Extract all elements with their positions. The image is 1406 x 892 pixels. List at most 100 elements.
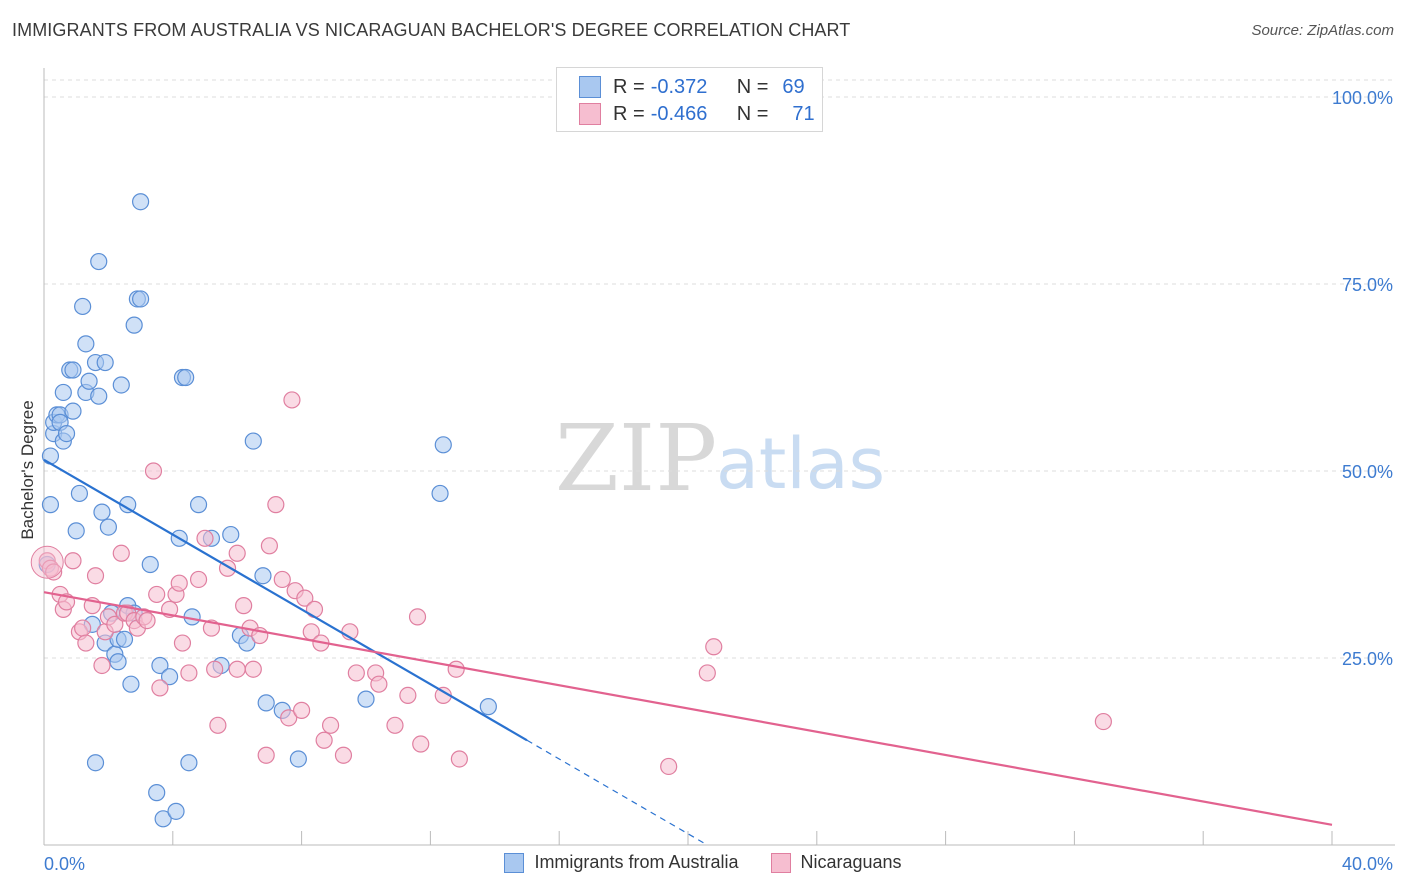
nicaraguan-point bbox=[144, 462, 163, 480]
nicaraguan-point bbox=[151, 679, 169, 697]
y-tick-label: 25.0% bbox=[1342, 649, 1393, 669]
australia-point bbox=[177, 368, 195, 387]
stats-legend: R = -0.372 N = 69 R = -0.466 N = 71 bbox=[556, 67, 823, 132]
nicaraguan-point bbox=[321, 716, 340, 734]
nicaraguan-point bbox=[315, 731, 333, 749]
nicaraguan-point bbox=[206, 660, 224, 678]
australia-point bbox=[67, 522, 85, 540]
x-tick-label: 40.0% bbox=[1342, 854, 1393, 874]
nicaraguan-point bbox=[399, 686, 417, 705]
australia-point bbox=[151, 656, 169, 675]
legend-swatch-blue bbox=[579, 76, 601, 98]
australia-point bbox=[122, 675, 140, 693]
legend-r-label: R = bbox=[613, 75, 645, 98]
watermark-zip: ZIP bbox=[555, 405, 717, 512]
x-tick-label: 0.0% bbox=[44, 854, 85, 874]
nicaraguan-point-large bbox=[30, 545, 64, 579]
australia-point bbox=[57, 425, 76, 443]
legend-n-label: N = bbox=[736, 102, 769, 125]
legend-item-australia: Immigrants from Australia bbox=[504, 852, 739, 873]
australia-point bbox=[93, 503, 111, 521]
y-tick-label: 75.0% bbox=[1342, 275, 1393, 295]
nicaraguan-point bbox=[235, 597, 253, 615]
nicaraguan-point bbox=[273, 570, 291, 589]
tick-labels: 25.0% 50.0% 75.0% 100.0% 0.0% 40.0% bbox=[44, 88, 1393, 874]
nicaraguan-point bbox=[244, 660, 262, 678]
nicaraguan-point bbox=[170, 574, 188, 592]
nicaraguan-point bbox=[196, 529, 214, 547]
australia-point bbox=[41, 447, 60, 465]
nicaraguan-point bbox=[698, 664, 716, 682]
australia-point bbox=[167, 802, 185, 820]
nicaraguan-point bbox=[257, 746, 275, 764]
nicaraguan-point bbox=[305, 600, 324, 618]
legend-swatch-blue bbox=[504, 852, 525, 873]
legend-item-nicaraguans: Nicaraguans bbox=[770, 852, 902, 873]
nicaraguan-point bbox=[370, 675, 388, 693]
legend-n-label: N = bbox=[736, 75, 769, 98]
nicaraguan-point bbox=[660, 757, 678, 776]
nicaraguan-point bbox=[705, 638, 723, 656]
chart-title: IMMIGRANTS FROM AUSTRALIA VS NICARAGUAN … bbox=[12, 20, 851, 40]
australia-point bbox=[257, 694, 275, 712]
australia-point bbox=[434, 436, 452, 454]
australia-point bbox=[141, 555, 159, 574]
legend-swatch-pink bbox=[770, 852, 791, 873]
nicaraguan-point bbox=[280, 709, 298, 727]
nicaraguan-point bbox=[189, 570, 208, 589]
grid-lines bbox=[44, 79, 1395, 659]
legend-swatch-pink bbox=[579, 103, 601, 125]
nicaraguan-point bbox=[450, 750, 468, 768]
australia-point bbox=[90, 252, 108, 271]
nicaraguan-point bbox=[180, 664, 198, 682]
nicaraguan-point bbox=[74, 619, 92, 637]
nicaraguan-point bbox=[296, 589, 314, 607]
nicaraguan-point bbox=[386, 716, 404, 734]
nicaraguan-point bbox=[45, 563, 63, 581]
y-tick-label: 100.0% bbox=[1332, 88, 1393, 108]
australia-point bbox=[132, 193, 150, 211]
nicaraguan-point bbox=[228, 544, 246, 562]
legend-label-australia: Immigrants from Australia bbox=[534, 852, 739, 872]
australia-point bbox=[64, 402, 82, 420]
australia-trend-line bbox=[43, 458, 528, 742]
australia-point bbox=[54, 383, 72, 402]
australia-point bbox=[222, 525, 240, 544]
trend-lines bbox=[43, 458, 1333, 844]
nicaraguan-point bbox=[173, 634, 192, 652]
australia-point bbox=[64, 361, 82, 379]
australia-point bbox=[357, 690, 375, 708]
nicaraguan-point bbox=[77, 634, 95, 652]
zipatlas-watermark: ZIP atlas bbox=[555, 405, 885, 512]
nicaraguan-point bbox=[209, 716, 227, 734]
nicaraguan-point bbox=[283, 391, 301, 409]
nicaraguan-point bbox=[293, 701, 311, 719]
nicaraguan-point bbox=[86, 567, 105, 585]
nicaraguan-point bbox=[408, 608, 427, 626]
nicaraguan-point bbox=[106, 615, 124, 633]
australia-point bbox=[96, 353, 114, 372]
australia-point bbox=[77, 335, 95, 353]
nicaraguan-point bbox=[260, 537, 278, 555]
legend-n-value: 69 bbox=[782, 75, 805, 98]
australia-point bbox=[160, 668, 179, 686]
australia-point bbox=[109, 653, 127, 671]
australia-point bbox=[244, 432, 262, 450]
watermark-atlas: atlas bbox=[716, 423, 885, 505]
nicaraguan-point bbox=[93, 656, 111, 675]
australia-point bbox=[80, 372, 98, 390]
australia-point bbox=[99, 518, 118, 536]
australia-point bbox=[180, 754, 198, 772]
nicaraguan-point bbox=[112, 544, 130, 562]
legend-r-value: -0.372 bbox=[650, 75, 708, 98]
y-tick-label: 50.0% bbox=[1342, 462, 1393, 482]
australia-point bbox=[479, 698, 497, 716]
source-label: Source: ZipAtlas.com bbox=[1251, 22, 1394, 39]
series-australia-points bbox=[38, 193, 497, 828]
nicaraguan-point bbox=[64, 552, 82, 570]
australia-point bbox=[254, 567, 272, 585]
nicaraguan-point bbox=[138, 611, 156, 630]
nicaraguan-point bbox=[1094, 712, 1112, 731]
australia-point bbox=[115, 630, 134, 648]
